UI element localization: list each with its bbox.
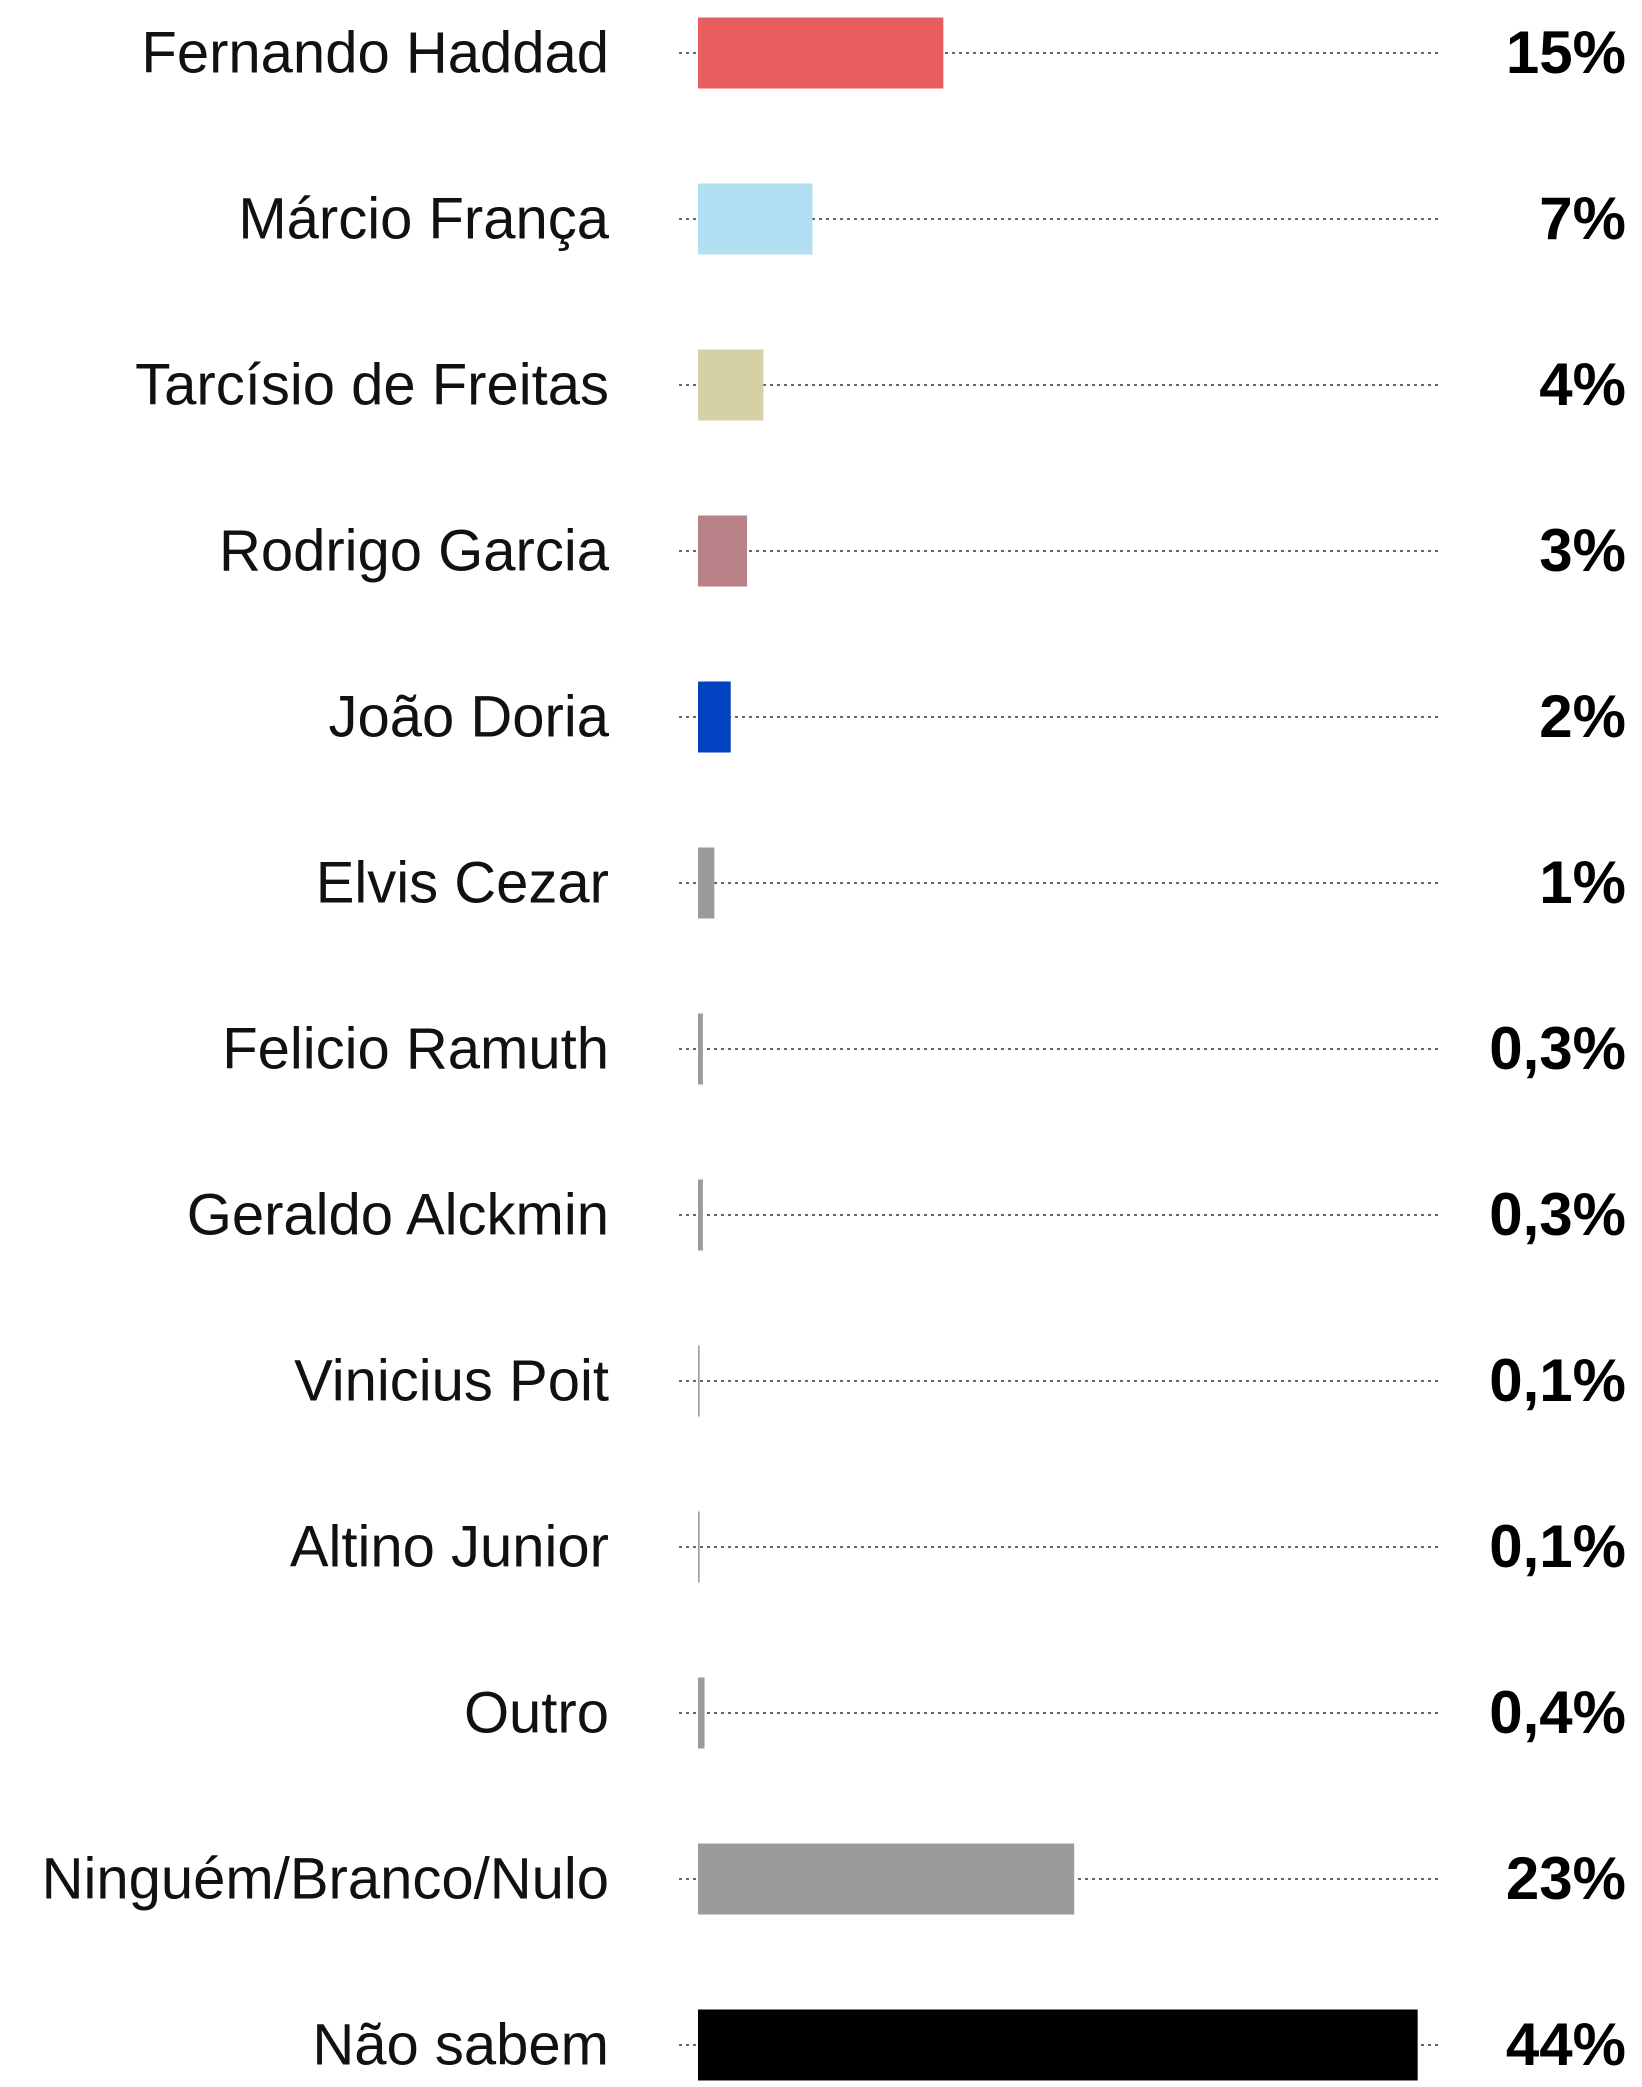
bar [698,2009,1418,2081]
bar [698,1677,705,1749]
value-label: 0,4% [1489,1679,1626,1746]
value-label: 3% [1539,517,1626,584]
category-label: Não sabem [312,2012,609,2077]
value-label: 7% [1539,185,1626,252]
bar [698,1511,700,1583]
category-label: Altino Junior [290,1514,609,1579]
bar [698,183,813,255]
value-label: 23% [1506,1845,1626,1912]
bar [698,1013,703,1085]
bar [698,847,715,919]
value-label: 0,3% [1489,1181,1626,1248]
bar [698,515,748,587]
category-label: Rodrigo Garcia [219,518,610,583]
bar [698,1345,700,1417]
category-label: Vinicius Poit [294,1348,609,1413]
bar [698,349,764,421]
value-label: 15% [1506,19,1626,86]
bar [698,681,731,753]
value-label: 44% [1506,2011,1626,2078]
category-label: Márcio França [238,186,609,251]
bar [698,1843,1075,1915]
category-label: Elvis Cezar [316,850,609,915]
value-label: 2% [1539,683,1626,750]
category-label: Fernando Haddad [141,20,609,85]
bar [698,1179,703,1251]
value-label: 1% [1539,849,1626,916]
value-label: 0,3% [1489,1015,1626,1082]
category-label: Tarcísio de Freitas [135,352,609,417]
category-label: Ninguém/Branco/Nulo [42,1846,609,1911]
value-label: 0,1% [1489,1513,1626,1580]
value-label: 4% [1539,351,1626,418]
category-label: Outro [464,1680,609,1745]
value-label: 0,1% [1489,1347,1626,1414]
category-label: João Doria [329,684,610,749]
bar [698,17,944,89]
category-label: Geraldo Alckmin [187,1182,609,1247]
category-label: Felicio Ramuth [222,1016,609,1081]
